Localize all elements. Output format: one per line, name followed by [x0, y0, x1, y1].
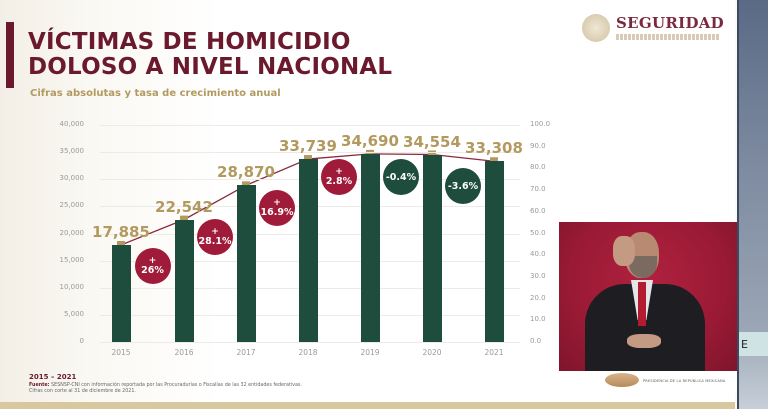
- trend-marker: [180, 215, 188, 224]
- y-axis-right-tick: 70.0: [530, 185, 546, 194]
- x-axis-tick: 2019: [360, 348, 380, 357]
- bar-value-label: 33,739: [279, 136, 337, 155]
- x-axis-tick: 2016: [174, 348, 194, 357]
- gridline: [100, 125, 520, 126]
- slide-subtitle: Cifras absolutas y tasa de crecimiento a…: [30, 88, 281, 99]
- x-axis-tick: 2020: [422, 348, 442, 357]
- cutoff-text: Cifras con corte al 31 de diciembre de 2…: [29, 389, 136, 394]
- interpreter-raised-hand: [613, 236, 635, 266]
- homicide-chart: 0 5,000 10,000 15,000 20,000 25,000 30,000 35,0…: [59, 120, 551, 357]
- title-accent-bar: [6, 22, 14, 88]
- growth-rate-label: -3.6%: [447, 180, 479, 192]
- interpreter-caption: PRESIDENCIA DE LA REPÚBLICA MEXICANA: [643, 379, 726, 383]
- plus-sign: +: [211, 226, 219, 237]
- plus-sign: +: [273, 197, 281, 208]
- y-axis-left-tick: 5,000: [63, 309, 84, 318]
- y-axis-right-tick: 20.0: [530, 293, 546, 302]
- trend-marker: [490, 157, 498, 166]
- y-axis-right-tick: 90.0: [530, 141, 546, 150]
- growth-rate-bubble: +28.1%: [197, 219, 233, 255]
- y-axis-left-tick: 0: [79, 337, 84, 345]
- bar-value-label: 33,308: [465, 139, 523, 158]
- y-axis-left-tick: 15,000: [59, 255, 85, 264]
- y-axis-right-tick: 50.0: [530, 228, 546, 237]
- bar-value-label: 28,870: [217, 163, 275, 182]
- bar-2018: [298, 158, 318, 342]
- y-axis-left-tick: 25,000: [59, 201, 85, 210]
- bar-value-label: 22,542: [155, 197, 213, 216]
- y-axis-left-tick: 20,000: [59, 228, 85, 237]
- y-axis-left-tick: 30,000: [59, 174, 85, 183]
- bar-2016: [174, 219, 194, 342]
- slide: VÍCTIMAS DE HOMICIDIO DOLOSO A NIVEL NAC…: [0, 0, 735, 409]
- growth-rate-bubble: +16.9%: [259, 190, 295, 226]
- y-axis-left-tick: 10,000: [59, 282, 85, 291]
- plus-sign: +: [335, 166, 343, 177]
- y-axis-right-tick: 60.0: [530, 206, 546, 215]
- mexico-coat-of-arms-icon: [582, 14, 610, 42]
- hat-icon: [605, 373, 639, 387]
- side-panel[interactable]: E: [737, 0, 768, 409]
- x-axis-tick: 2021: [484, 348, 504, 357]
- growth-rate-label: 2.8%: [325, 175, 353, 187]
- y-axis-right-tick: 40.0: [530, 250, 546, 259]
- growth-rate-bubble: -3.6%: [445, 168, 481, 204]
- trend-marker: [242, 181, 250, 190]
- y-axis-right-tick: 30.0: [530, 271, 546, 280]
- bottom-strip: [0, 402, 735, 409]
- trend-marker: [428, 150, 436, 159]
- bar-2015: [111, 244, 131, 342]
- side-panel-divider: [737, 0, 739, 409]
- y-axis-right-tick: 0.0: [530, 337, 542, 345]
- sign-language-interpreter-video: [559, 222, 737, 371]
- seguridad-logo: SEGURIDAD: [580, 12, 730, 48]
- growth-rate-bubble: +2.8%: [321, 159, 357, 195]
- y-axis-right-tick: 80.0: [530, 163, 546, 172]
- bar-2017: [236, 185, 256, 342]
- growth-rate-bubble: +26%: [134, 248, 171, 284]
- gridline: [100, 152, 520, 154]
- growth-rate-label: 16.9%: [260, 206, 294, 218]
- bar-value-label: 34,690: [341, 131, 399, 150]
- side-panel-strip: [739, 332, 768, 356]
- bar-value-label: 17,885: [92, 222, 150, 241]
- interpreter-tie: [638, 282, 646, 326]
- slide-title: VÍCTIMAS DE HOMICIDIO DOLOSO A NIVEL NAC…: [28, 29, 393, 80]
- interpreter-lower-hand: [627, 334, 661, 348]
- x-axis-tick: 2018: [298, 348, 318, 357]
- bar-2019: [360, 153, 380, 342]
- growth-rate-label: 28.1%: [198, 235, 232, 247]
- x-axis-tick: 2015: [111, 348, 131, 357]
- y-axis-right-tick: 10.0: [530, 315, 546, 324]
- y-axis-left-tick: 35,000: [59, 147, 85, 156]
- y-axis-right-tick: 100.0: [530, 120, 551, 128]
- interpreter-beard: [629, 256, 657, 278]
- growth-rate-label: -0.4%: [385, 171, 417, 183]
- footer-source: Fuente: SESNSP-CNI con información repor…: [29, 383, 389, 395]
- logo-text: SEGURIDAD: [616, 14, 724, 32]
- source-text: SESNSP-CNI con información reportada por…: [51, 383, 302, 388]
- y-axis-left-tick: 40,000: [59, 120, 85, 128]
- x-axis-tick: 2017: [236, 348, 256, 357]
- growth-rate-label: 26%: [141, 264, 164, 276]
- bar-2021: [484, 161, 504, 342]
- footer-period: 2015 – 2021: [29, 373, 77, 381]
- source-label: Fuente:: [29, 383, 50, 388]
- growth-rate-bubble: -0.4%: [383, 159, 419, 195]
- bar-value-label: 34,554: [403, 132, 461, 151]
- bar-2020: [422, 154, 442, 342]
- gridline: [100, 342, 520, 343]
- side-panel-text: E: [741, 338, 748, 351]
- interpreter-caption-bar: PRESIDENCIA DE LA REPÚBLICA MEXICANA: [559, 371, 737, 391]
- logo-subtext: [616, 34, 720, 40]
- plus-sign: +: [148, 255, 157, 266]
